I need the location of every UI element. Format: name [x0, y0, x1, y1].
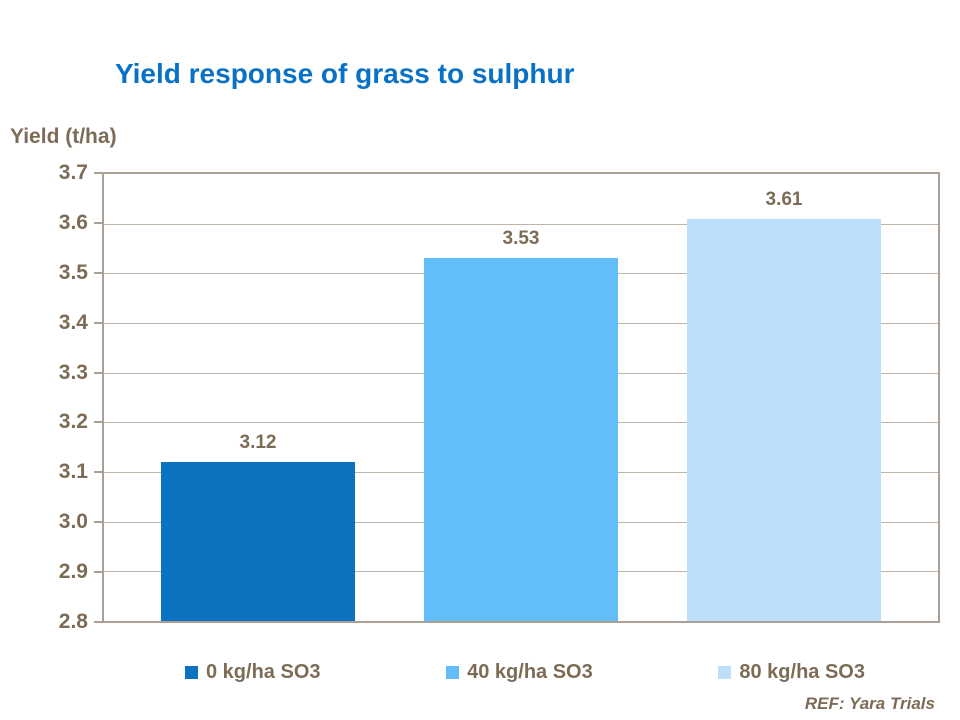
bar-value-label: 3.61 [765, 189, 803, 210]
y-tick-mark [94, 172, 102, 174]
legend-label: 40 kg/ha SO3 [467, 661, 593, 683]
y-tick-label: 3.5 [58, 261, 88, 284]
chart-title: Yield response of grass to sulphur [115, 58, 575, 89]
y-tick-label: 2.9 [58, 560, 88, 583]
legend: 0 kg/ha SO3 40 kg/ha SO3 80 kg/ha SO3 [185, 661, 865, 684]
y-tick-mark [94, 222, 102, 224]
bar-0-kg-ha-so3 [161, 462, 355, 621]
y-tick-label: 3.7 [58, 161, 88, 184]
y-tick-label: 3.1 [58, 460, 88, 483]
y-axis-label: Yield (t/ha) [10, 125, 117, 148]
legend-label: 0 kg/ha SO3 [206, 661, 321, 683]
bar-80-kg-ha-so3 [687, 219, 881, 621]
legend-label: 80 kg/ha SO3 [739, 661, 865, 683]
legend-item: 40 kg/ha SO3 [446, 661, 593, 684]
y-tick-mark [94, 471, 102, 473]
y-tick-label: 3.4 [58, 311, 88, 334]
legend-swatch-icon [446, 666, 460, 679]
gridline [104, 223, 938, 225]
bar-value-label: 3.53 [502, 228, 540, 249]
y-tick-mark [94, 372, 102, 374]
y-tick-label: 3.0 [58, 510, 88, 533]
plot-area: 3.12 3.53 3.61 [102, 172, 940, 623]
reference-text: REF: Yara Trials [804, 694, 935, 713]
y-tick-label: 2.8 [58, 610, 88, 633]
legend-item: 80 kg/ha SO3 [718, 661, 865, 684]
legend-swatch-icon [185, 666, 198, 679]
y-tick-mark [94, 521, 102, 523]
y-tick-label: 3.3 [58, 361, 88, 384]
bar-value-label: 3.12 [239, 432, 277, 453]
y-tick-mark [94, 571, 102, 573]
y-tick-mark [94, 421, 102, 423]
y-tick-mark [94, 621, 102, 623]
legend-item: 0 kg/ha SO3 [185, 661, 321, 684]
bar-40-kg-ha-so3 [424, 258, 618, 621]
y-tick-label: 3.6 [58, 211, 88, 234]
y-tick-mark [94, 322, 102, 324]
y-tick-mark [94, 272, 102, 274]
legend-swatch-icon [718, 666, 732, 679]
y-tick-label: 3.2 [58, 410, 88, 433]
